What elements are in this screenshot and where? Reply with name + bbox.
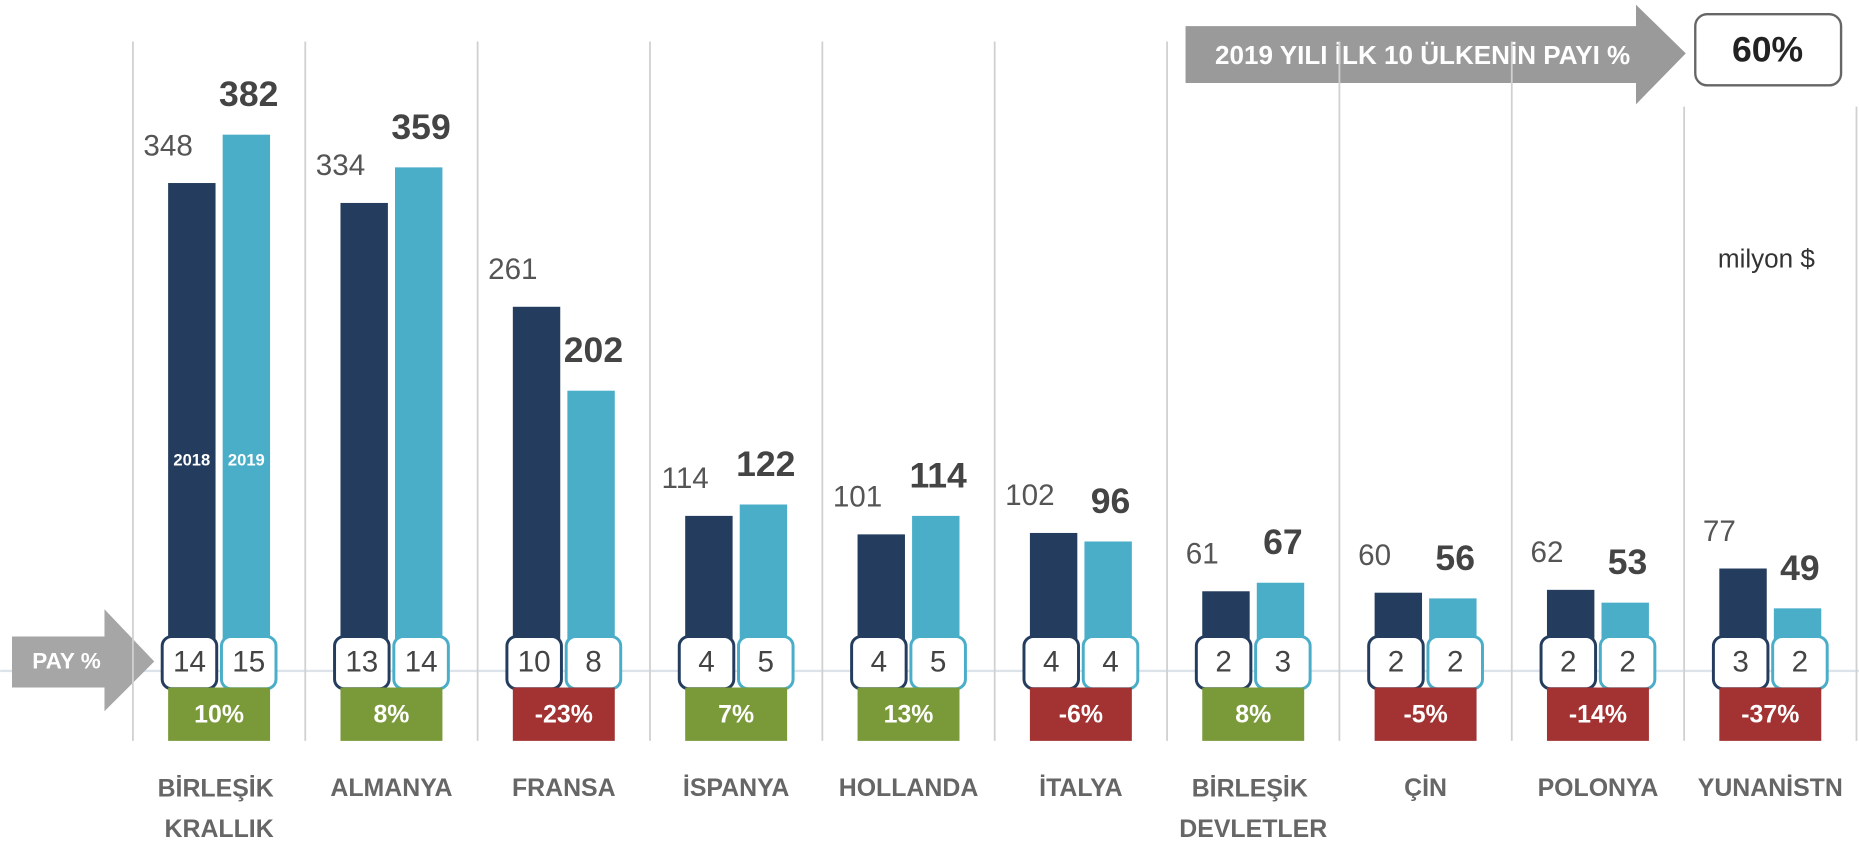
- share-value: 4: [871, 646, 887, 679]
- share-value: 3: [1275, 646, 1291, 679]
- change-label: -23%: [535, 701, 593, 729]
- value-label: 261: [488, 253, 537, 286]
- value-label: 202: [564, 330, 623, 370]
- share-value: 13: [345, 646, 378, 679]
- share-value: 4: [1043, 646, 1059, 679]
- change-box: [512, 687, 615, 741]
- share-value: 4: [1102, 646, 1118, 679]
- value-label: 101: [833, 481, 882, 514]
- share-value: 2: [1388, 646, 1404, 679]
- value-label: 61: [1186, 538, 1219, 571]
- title-arrow: [1185, 4, 1686, 105]
- share-value: 14: [173, 646, 206, 679]
- bar: [340, 202, 388, 679]
- change-box: [1029, 687, 1132, 741]
- share-value: 14: [405, 646, 438, 679]
- bar: [395, 167, 443, 679]
- change-box: [340, 687, 443, 741]
- x-tick-line: BİRLEŞİK: [158, 774, 281, 802]
- value-label: 348: [143, 129, 192, 162]
- change-box: [1202, 687, 1305, 741]
- x-tick-label: YUNANİSTN: [1698, 774, 1843, 802]
- share-box: [1694, 13, 1843, 87]
- bar: [512, 306, 561, 679]
- share-value: 15: [232, 646, 265, 679]
- value-label: 62: [1530, 536, 1563, 569]
- chart-title: 2019 YILI İLK 10 ÜLKENİN PAYI %: [1215, 40, 1630, 70]
- value-label: 96: [1091, 481, 1131, 521]
- change-box: [1546, 687, 1649, 741]
- share-value: 5: [930, 646, 946, 679]
- share-value: 2: [1215, 646, 1231, 679]
- value-label: 53: [1608, 542, 1648, 582]
- share-value: 4: [698, 646, 714, 679]
- x-tick-line: KRALLIK: [165, 814, 274, 842]
- change-label: -5%: [1403, 701, 1447, 729]
- change-label: 8%: [373, 701, 409, 729]
- share-value: 2: [1447, 646, 1463, 679]
- x-tick-label: POLONYA: [1538, 774, 1659, 802]
- value-label: 77: [1703, 515, 1736, 548]
- change-box: [1374, 687, 1477, 741]
- value-label: 49: [1780, 548, 1820, 588]
- value-label: 122: [736, 444, 795, 484]
- value-label: 359: [391, 107, 450, 147]
- x-tick-label: İSPANYA: [683, 774, 789, 802]
- share-value: 2: [1792, 646, 1808, 679]
- change-label: -14%: [1569, 701, 1627, 729]
- share-value: 2: [1619, 646, 1635, 679]
- change-label: -37%: [1741, 701, 1799, 729]
- x-tick-label: ALMANYA: [330, 774, 452, 802]
- share-value: 3: [1732, 646, 1748, 679]
- change-box: [1719, 687, 1822, 741]
- value-label: 114: [909, 455, 967, 495]
- value-label: 382: [219, 74, 278, 114]
- change-label: 10%: [194, 701, 244, 729]
- change-box: [857, 687, 960, 741]
- change-label: 8%: [1235, 701, 1271, 729]
- change-label: 13%: [884, 701, 934, 729]
- value-label: 102: [1005, 479, 1054, 512]
- value-label: 334: [316, 149, 365, 182]
- change-label: -6%: [1059, 701, 1103, 729]
- legend-label: 2019: [228, 450, 265, 469]
- x-tick-label: İTALYA: [1039, 774, 1122, 802]
- value-label: 60: [1358, 539, 1391, 572]
- x-tick-line: DEVLETLER: [1179, 814, 1327, 842]
- bar: [567, 390, 615, 679]
- x-tick-label: BİRLEŞİK DEVLETLER: [1179, 774, 1327, 842]
- share-value: 8: [585, 646, 601, 679]
- share-arrow: [12, 609, 155, 712]
- legend-label: 2018: [173, 450, 210, 469]
- share-total: 60%: [1732, 30, 1803, 70]
- change-box: [685, 687, 788, 741]
- x-tick-label: ÇİN: [1404, 774, 1447, 802]
- change-label: 7%: [718, 701, 754, 729]
- x-tick-line: BİRLEŞİK: [1192, 774, 1315, 802]
- value-label: 114: [662, 462, 709, 495]
- x-tick-label: FRANSA: [512, 774, 616, 802]
- value-label: 67: [1263, 522, 1303, 562]
- share-value: 2: [1560, 646, 1576, 679]
- value-label: 56: [1435, 538, 1475, 578]
- share-value: 5: [758, 646, 774, 679]
- bar: [168, 183, 216, 679]
- share-label: PAY %: [32, 649, 100, 674]
- x-tick-label: HOLLANDA: [839, 774, 979, 802]
- bar: [222, 134, 271, 679]
- share-value: 10: [518, 646, 551, 679]
- x-tick-label: BİRLEŞİK KRALLIK: [158, 774, 281, 842]
- unit-label: milyon $: [1718, 244, 1816, 274]
- change-box: [168, 687, 271, 741]
